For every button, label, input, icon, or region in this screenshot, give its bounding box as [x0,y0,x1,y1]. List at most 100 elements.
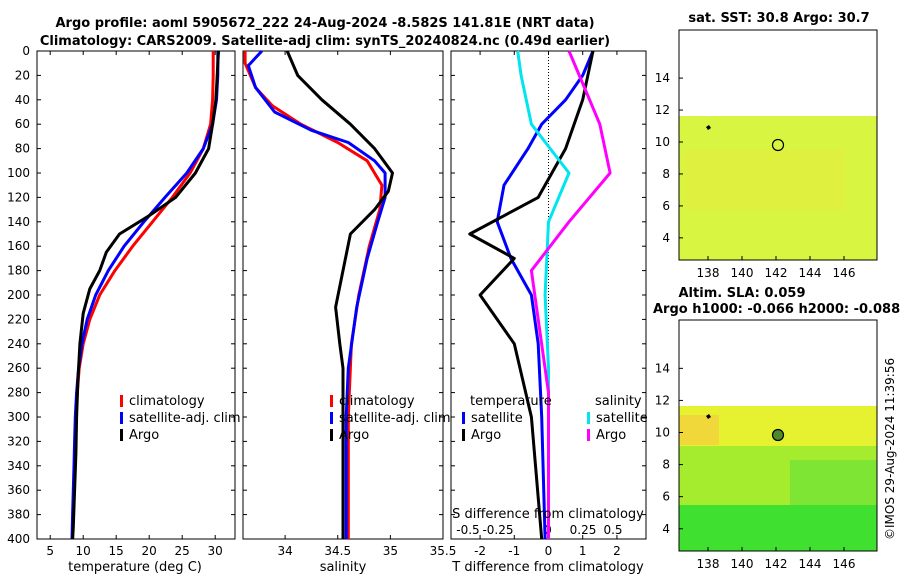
difference-legend-salinity: salinity satellite Argo [587,394,648,443]
latitude-tick-label: 10 [655,426,670,440]
series-climatology [71,51,215,540]
sla-field-mid [790,460,877,505]
latitude-tick-label: 4 [662,522,670,536]
longitude-tick-label: 144 [799,557,822,571]
x-tick-label: 15 [109,544,124,558]
depth-tick-label: 40 [15,93,30,107]
legend-label-satellite: satellite-adj. clim [339,411,451,426]
salinity-difference-tick-label: -0.25 [482,523,513,537]
legend-label-s-argo: Argo [596,428,626,443]
salinity-legend: climatology satellite-adj. clim Argo [330,394,451,443]
legend-label-climatology: climatology [129,394,205,409]
legend-swatch-t-satellite [462,412,465,424]
sst-longitude-ticks: 138 140 142 144 146 [697,256,856,280]
latitude-tick-label: 8 [662,167,670,181]
salinity-difference-tick-label: -0.5 [456,523,479,537]
x-tick-label: 1 [579,544,587,558]
x-tick-label: 20 [142,544,157,558]
series-argo [285,50,394,539]
x-tick-label: 35.5 [430,544,457,558]
sst-map-title: sat. SST: 30.8 Argo: 30.7 [688,11,869,26]
legend-label-t-argo: Argo [471,428,501,443]
sla-longitude-ticks: 138 140 142 144 146 [697,547,856,571]
temperature-difference-tick-labels: -2 -1 0 1 2 [451,50,646,558]
depth-tick-label: 340 [7,459,30,473]
x-tick-label: 35 [383,544,398,558]
sla-field-south [679,505,877,551]
temperature-legend: climatology satellite-adj. clim Argo [120,394,241,443]
x-tick-label: -1 [508,544,520,558]
sla-argo-location-marker [771,428,785,442]
longitude-tick-label: 138 [697,266,720,280]
depth-tick-label: 260 [7,361,30,375]
legend-swatch-climatology [330,395,333,407]
x-tick-label: -2 [474,544,486,558]
depth-tick-label: 160 [7,239,30,253]
depth-tick-label: 300 [7,410,30,424]
longitude-tick-label: 140 [731,266,754,280]
series-t-satellite [495,50,595,540]
depth-tick-label: 280 [7,386,30,400]
depth-tick-label: 140 [7,215,30,229]
temperature-tick-labels: 5 10 15 20 25 30 [37,50,235,558]
series-satellite-adj-clim [246,49,387,539]
depth-tick-label: 360 [7,483,30,497]
legend-swatch-s-satellite [587,412,590,424]
depth-tick-label: 180 [7,264,30,278]
difference-series [468,50,612,540]
depth-tick-label: 220 [7,312,30,326]
latitude-tick-label: 12 [655,103,670,117]
x-tick-label: 34 [277,544,292,558]
sla-no-data-region [679,320,877,406]
depth-tick-label: 0 [22,44,30,58]
depth-tick-label: 400 [7,532,30,546]
series-argo [71,50,220,540]
x-tick-label: 30 [208,544,223,558]
depth-tick-label: 200 [7,288,30,302]
figure-title-line2: Climatology: CARS2009. Satellite-adj cli… [40,34,610,49]
x-tick-label: 10 [76,544,91,558]
legend-swatch-argo [330,429,333,441]
latitude-tick-label: 4 [662,231,670,245]
series-t-argo [468,50,595,540]
salinity-difference-tick-label: 0.5 [603,523,622,537]
longitude-tick-label: 142 [765,266,788,280]
latitude-tick-label: 12 [655,393,670,407]
sst-field-patch [685,150,845,210]
temperature-xlabel: temperature (deg C) [68,560,202,575]
longitude-tick-label: 142 [765,557,788,571]
sst-land-island [706,125,711,130]
depth-tick-label: 120 [7,190,30,204]
salinity-axes: 34 34.5 35 35.5 salinity climatology satell… [242,49,457,575]
legend-swatch-argo [120,429,123,441]
salinity-difference-tick-label: 0.25 [570,523,597,537]
legend-title-salinity: salinity [595,394,642,409]
sla-map: Altim. SLA: 0.059 Argo h1000: -0.066 h20… [653,286,900,571]
sla-latitude-ticks: 4 6 8 10 12 14 [655,361,683,536]
difference-axes: -2 -1 0 1 2 -0.5 -0.25 0 0.25 0.5 S difference f… [450,50,648,575]
series-s-argo [529,50,612,539]
temperature-axes: 0 20 40 60 80 100 120 140 160 180 200 220 240 260 280 3… [7,44,241,575]
legend-swatch-climatology [120,395,123,407]
sst-argo-location-marker [771,138,785,152]
salinity-difference-label: S difference from climatology [452,507,644,522]
x-tick-label: 0 [545,544,553,558]
longitude-tick-label: 146 [833,557,856,571]
longitude-tick-label: 144 [799,266,822,280]
sla-map-frame [678,319,878,552]
latitude-tick-label: 8 [662,458,670,472]
legend-label-t-satellite: satellite [471,411,523,426]
legend-label-argo: Argo [129,428,159,443]
sst-map-frame [678,29,878,261]
latitude-tick-label: 10 [655,135,670,149]
legend-swatch-t-argo [462,429,465,441]
sst-latitude-ticks: 4 6 8 10 12 14 [655,71,683,245]
legend-label-climatology: climatology [339,394,415,409]
depth-tick-label: 380 [7,508,30,522]
latitude-tick-label: 14 [655,361,670,375]
sst-map: sat. SST: 30.8 Argo: 30.7 138 140 142 144 14… [655,11,878,280]
figure-title-line1: Argo profile: aoml 5905672_222 24-Aug-20… [55,16,594,31]
depth-tick-label: 240 [7,337,30,351]
longitude-tick-label: 146 [833,266,856,280]
